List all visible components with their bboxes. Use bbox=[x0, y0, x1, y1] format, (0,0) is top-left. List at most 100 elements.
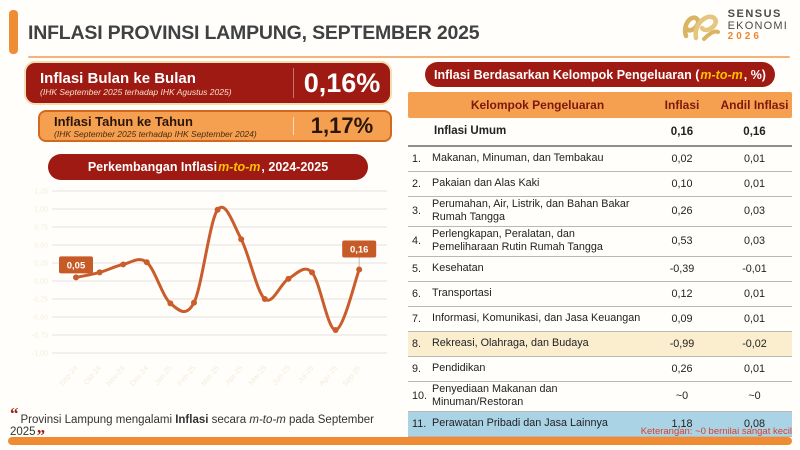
data-point-marker bbox=[214, 206, 221, 213]
quote-text: Provinsi Lampung mengalami bbox=[20, 414, 176, 426]
header-accent-bar bbox=[9, 10, 18, 54]
quote-text: pada September 2025 bbox=[10, 414, 375, 438]
row-label: Makanan, Minuman, dan Tembakau bbox=[432, 152, 604, 165]
line-chart-svg: 1,25 1,00 0,75 0,50 0,25 0,00 -0,25 -0,50 -0,75 -… bbox=[32, 189, 387, 388]
table-title-banner: Inflasi Berdasarkan Kelompok Pengeluaran… bbox=[425, 62, 775, 87]
open-quote-mark: “ bbox=[10, 404, 19, 423]
summary-andil: 0,16 bbox=[743, 125, 766, 138]
table-body: 1. Makanan, Minuman, dan Tembakau 0,02 0,01… bbox=[408, 147, 792, 437]
row-inflasi-value: 0,10 bbox=[671, 178, 693, 190]
x-axis-tick-label: Mei-25 bbox=[247, 364, 269, 387]
data-point-marker bbox=[356, 266, 363, 273]
row-label: Perumahan, Air, Listrik, dan Bahan Bakar… bbox=[432, 198, 630, 224]
data-point-label: 0,05 bbox=[67, 260, 86, 271]
y-axis-tick-label: -0,25 bbox=[32, 297, 48, 304]
kpi-mtm-value: 0,16% bbox=[303, 67, 381, 98]
row-andil-value: 0,03 bbox=[743, 205, 765, 218]
bottom-accent-bar bbox=[8, 437, 792, 445]
kpi-divider bbox=[293, 68, 294, 98]
row-inflasi-value: -0,99 bbox=[669, 337, 695, 350]
table-row: 8. Rekreasi, Olahraga, dan Budaya -0,99 -0,… bbox=[408, 331, 792, 357]
table-row: 3. Perumahan, Air, Listrik, dan Bahan Bak… bbox=[408, 197, 792, 227]
data-point-marker bbox=[96, 269, 103, 276]
kpi-mtm-subtitle: (IHK September 2025 terhadap IHK Agustus… bbox=[40, 86, 232, 97]
page-title: INFLASI PROVINSI LAMPUNG, SEPTEMBER 2025 bbox=[28, 22, 480, 44]
table-footnote: Keterangan: ~0 bernilai sangat kecil bbox=[640, 426, 792, 437]
data-point-marker bbox=[167, 300, 174, 307]
kpi-yoy-value: 1,17% bbox=[310, 113, 374, 138]
table-row: 11. Perawatan Pribadi dan Jasa Lainnya 1,1… bbox=[408, 411, 792, 437]
data-point-label-box bbox=[342, 240, 377, 258]
logo-line-sensus: SENSUS bbox=[727, 8, 782, 21]
table-row: 9. Pendidikan 0,26 0,01 bbox=[408, 357, 792, 382]
row-number: 10. bbox=[412, 390, 428, 403]
table-banner-suffix: , %) bbox=[743, 67, 766, 82]
row-andil-value: 0,01 bbox=[743, 153, 765, 165]
row-inflasi-value: -0,39 bbox=[669, 262, 695, 275]
row-number: 4. bbox=[412, 235, 422, 248]
row-label: Informasi, Komunikasi, dan Jasa Keuangan bbox=[432, 312, 641, 325]
kpi-month-to-month-box: Inflasi Bulan ke Bulan (IHK September 20… bbox=[24, 61, 392, 105]
row-number: 6. bbox=[412, 287, 422, 300]
table-row: 7. Informasi, Komunikasi, dan Jasa Keuang… bbox=[408, 307, 792, 332]
y-axis-tick-label: 0,00 bbox=[34, 279, 48, 286]
x-axis-tick-label: Mar-25 bbox=[199, 364, 221, 388]
kpi-year-on-year-box: Inflasi Tahun ke Tahun (IHK September 20… bbox=[38, 110, 392, 142]
col-inflasi: Inflasi bbox=[664, 98, 700, 112]
data-point-marker bbox=[261, 296, 268, 302]
x-axis-tick-label: Jul-25 bbox=[296, 364, 316, 385]
chart-banner-suffix: , 2024-2025 bbox=[261, 160, 329, 174]
expenditure-group-table: Kelompok Pengeluaran Inflasi Andil Infla… bbox=[408, 92, 792, 437]
row-inflasi-value: 0,02 bbox=[671, 153, 693, 165]
x-axis-tick-label: Sep-25 bbox=[340, 364, 362, 388]
x-axis-tick-label: Agu-25 bbox=[317, 364, 339, 388]
data-point-label-box bbox=[59, 256, 93, 274]
table-summary-row: Inflasi Umum 0,16 0,16 bbox=[408, 118, 792, 147]
kpi-mtm-title: Inflasi Bulan ke Bulan bbox=[40, 69, 196, 87]
row-inflasi-value: 0,26 bbox=[671, 205, 693, 218]
row-label: Perlengkapan, Peralatan, dan Pemeliharaa… bbox=[432, 227, 603, 254]
table-banner-highlight: m-to-m bbox=[700, 67, 743, 82]
table-banner-prefix: Inflasi Berdasarkan Kelompok Pengeluaran… bbox=[434, 67, 700, 82]
data-point-label: 0,16 bbox=[350, 244, 369, 255]
row-inflasi-value: 0,09 bbox=[671, 312, 693, 325]
logo-line-year: 2026 bbox=[727, 31, 762, 43]
kpi-divider bbox=[293, 117, 294, 135]
row-number: 7. bbox=[412, 312, 422, 325]
x-axis-tick-label: Des-24 bbox=[128, 364, 150, 388]
data-point-marker bbox=[73, 274, 79, 281]
table-row: 1. Makanan, Minuman, dan Tembakau 0,02 0,01 bbox=[408, 147, 792, 172]
chart-banner-highlight: m-to-m bbox=[218, 160, 261, 174]
y-axis-tick-label: 0,75 bbox=[34, 225, 48, 232]
row-number: 2. bbox=[412, 178, 422, 190]
row-andil-value: 0,01 bbox=[743, 287, 765, 300]
chart-line bbox=[74, 205, 361, 332]
row-inflasi-value: 0,12 bbox=[671, 287, 693, 300]
y-axis-tick-label: -0,50 bbox=[32, 315, 48, 322]
data-point-marker bbox=[143, 259, 150, 266]
row-number: 11. bbox=[412, 417, 427, 430]
table-row: 6. Transportasi 0,12 0,01 bbox=[408, 282, 792, 307]
mtm-inflation-line-chart: 1,25 1,00 0,75 0,50 0,25 0,00 -0,25 -0,50 -0,75 -… bbox=[18, 184, 396, 396]
row-number: 8. bbox=[412, 337, 422, 350]
row-andil-value: -0,02 bbox=[742, 337, 767, 350]
row-number: 1. bbox=[412, 153, 422, 165]
row-label: Rekreasi, Olahraga, dan Budaya bbox=[432, 337, 589, 350]
row-number: 9. bbox=[412, 362, 422, 375]
data-point-marker bbox=[120, 261, 127, 268]
header-underline bbox=[28, 56, 790, 58]
logo-line-ekonomi: EKONOMI bbox=[727, 19, 788, 32]
row-inflasi-value: 0,53 bbox=[671, 235, 693, 248]
chart-title-banner: Perkembangan Inflasi m-to-m , 2024-2025 bbox=[48, 154, 368, 180]
kpi-yoy-title: Inflasi Tahun ke Tahun bbox=[54, 113, 193, 129]
row-inflasi-value: ~0 bbox=[675, 390, 689, 403]
y-axis-tick-label: 1,25 bbox=[34, 189, 48, 196]
row-andil-value: ~0 bbox=[748, 390, 761, 403]
quote-bold-word: Inflasi bbox=[175, 414, 209, 426]
row-andil-value: 0,01 bbox=[743, 178, 765, 190]
data-point-marker bbox=[285, 275, 292, 282]
row-number: 3. bbox=[412, 205, 422, 218]
row-inflasi-value: 0,26 bbox=[671, 362, 693, 375]
data-point-marker bbox=[332, 326, 339, 333]
x-axis-tick-label: Apr-25 bbox=[223, 364, 244, 387]
